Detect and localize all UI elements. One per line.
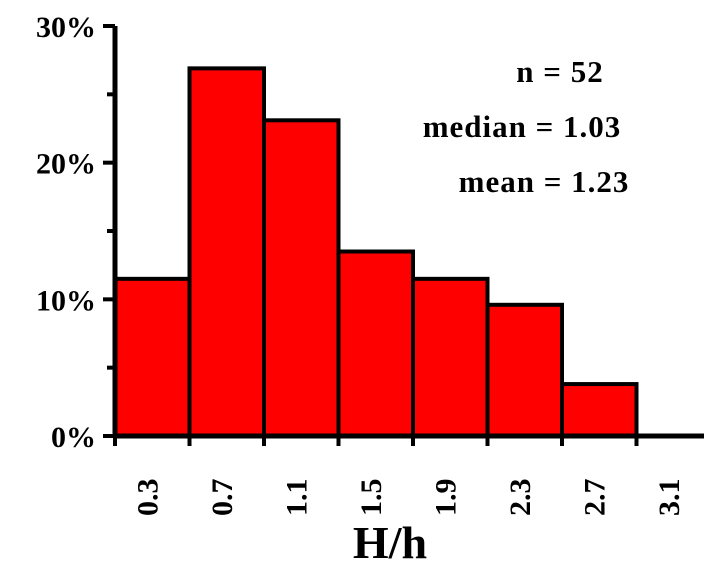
- x-tick-label: 1.5: [355, 479, 388, 517]
- bar-1.9: [411, 276, 490, 439]
- x-tick-label: 3.1: [653, 479, 686, 517]
- x-tick-label: 0.3: [131, 479, 164, 517]
- x-ticks-group: 0.3 0.7 1.1 1.5 1.9 2.3 2.7 3.1: [113, 436, 686, 517]
- y-tick-label: 10%: [36, 284, 96, 317]
- bar-0.7: [187, 66, 266, 438]
- x-axis-label: H/h: [353, 517, 427, 568]
- bar-1.5: [336, 249, 415, 438]
- bar-2.7: [560, 382, 639, 439]
- x-tick-label: 1.1: [280, 479, 313, 517]
- annotation-median: median = 1.03: [423, 109, 622, 144]
- annotation-n: n = 52: [516, 54, 603, 89]
- y-tick-label: 30%: [36, 11, 96, 44]
- x-tick-label: 2.3: [504, 479, 537, 517]
- x-tick-label: 0.7: [206, 479, 239, 517]
- bar-2.3: [485, 302, 564, 438]
- x-tick-label: 2.7: [578, 479, 611, 517]
- y-tick-label: 20%: [36, 148, 96, 181]
- bars-group: [113, 66, 639, 439]
- y-ticks-group: 0% 10% 20% 30%: [36, 11, 115, 454]
- annotation-mean: mean = 1.23: [459, 164, 630, 199]
- bar-0.3: [113, 276, 192, 439]
- y-tick-label: 0%: [51, 421, 96, 454]
- bar-1.1: [262, 118, 341, 439]
- x-tick-label: 1.9: [429, 479, 462, 517]
